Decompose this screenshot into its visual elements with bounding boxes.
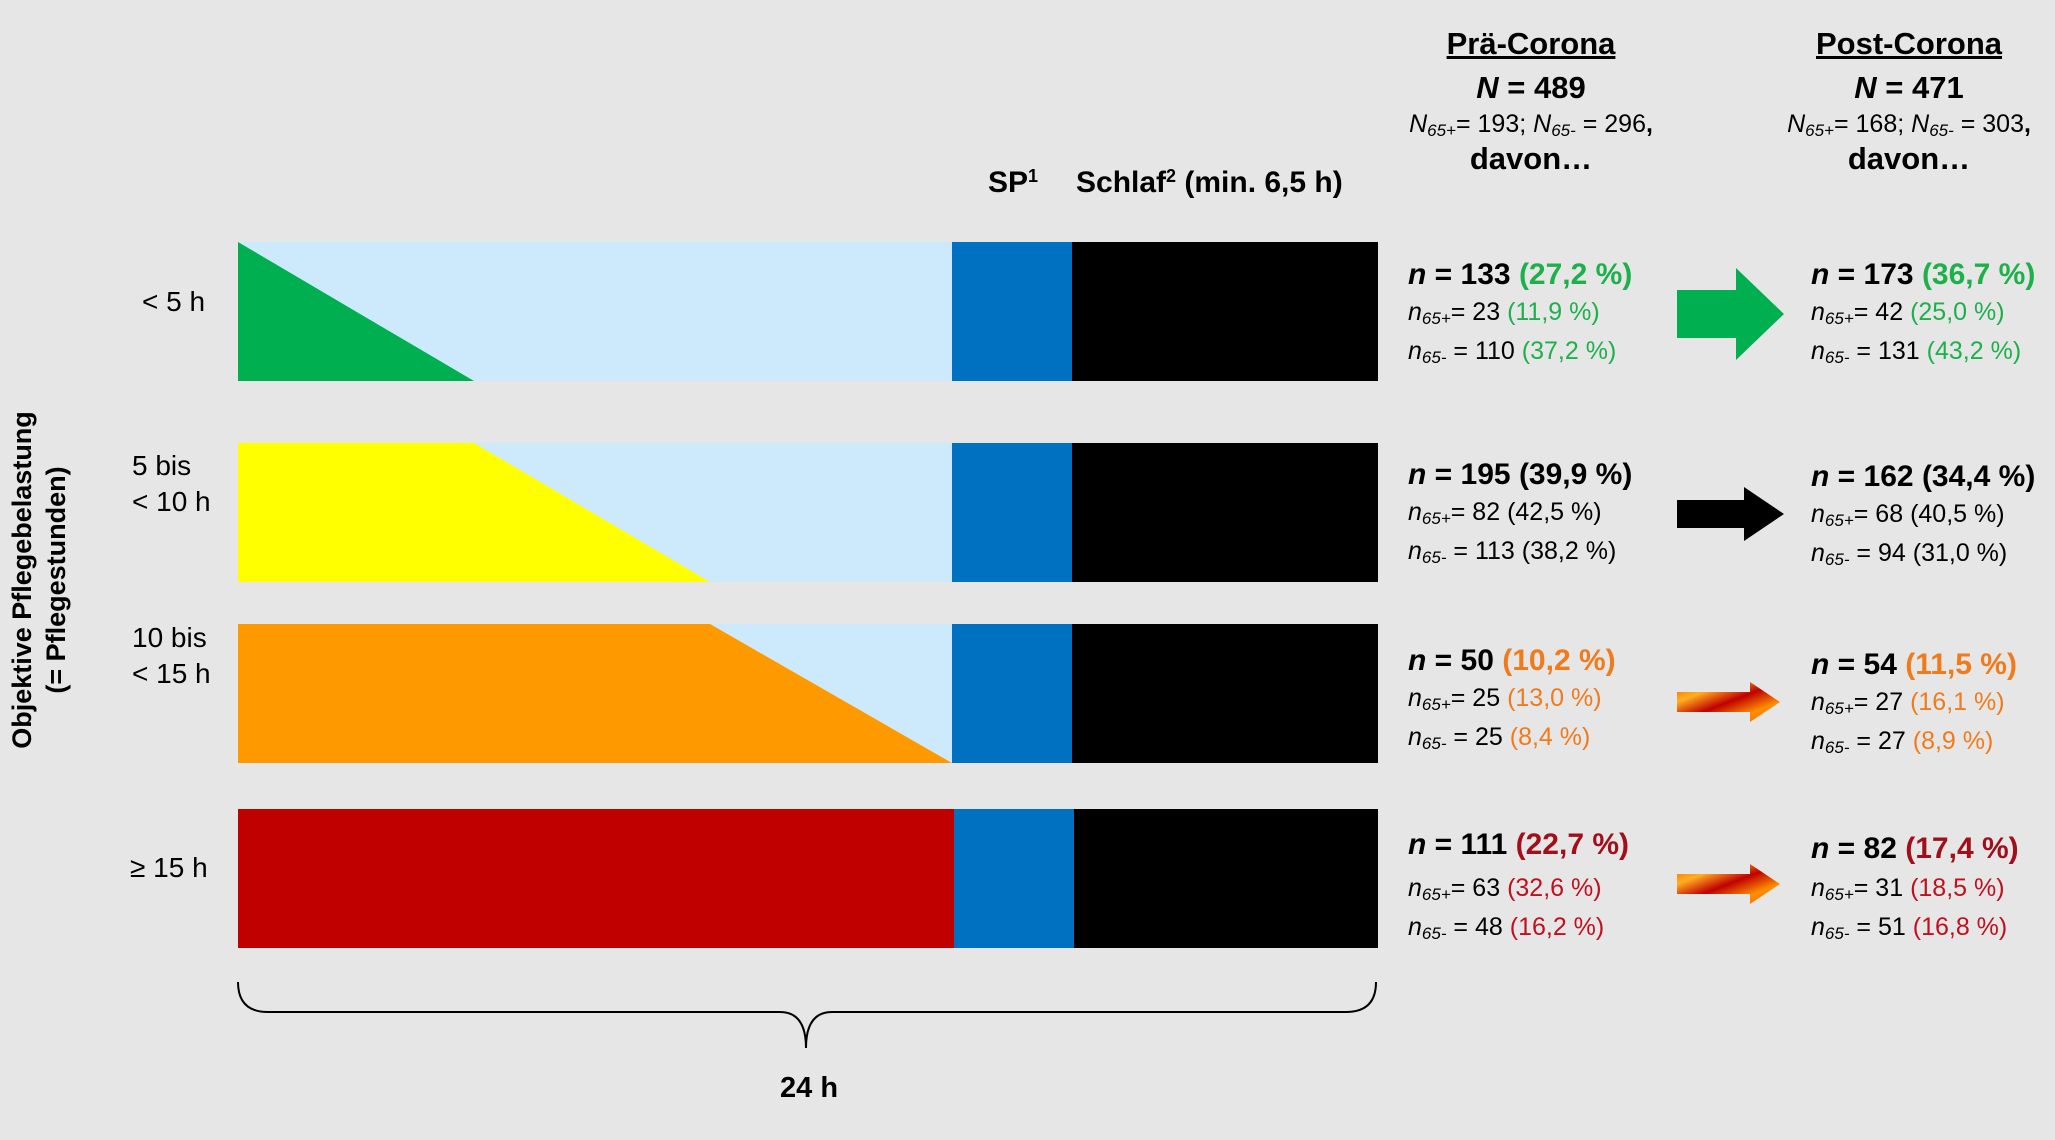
sp-segment [954, 809, 1074, 948]
post-corona-davon: davon… [1847, 141, 1971, 176]
trend-arrow-up-green [1677, 268, 1784, 360]
post-stats-row-2: n = 162 (34,4 %) n65+= 68 (40,5 %) n65- … [1811, 460, 2036, 569]
post-corona-title: Post-Corona [1816, 26, 2002, 61]
bar-row-4 [238, 809, 1378, 948]
pre-corona-total: N = 489 [1476, 70, 1586, 105]
pre-corona-davon: davon… [1469, 141, 1593, 176]
row-label-2: 5 bis < 10 h [132, 450, 211, 517]
pre-stats-row-4: n = 111 (22,7 %) n65+= 63 (32,6 %) n65- … [1408, 828, 1630, 943]
bar-row-3 [238, 624, 1378, 763]
trend-arrow-gradient [1677, 864, 1780, 904]
sleep-segment [1072, 242, 1378, 381]
care-load-shape-red [238, 809, 954, 948]
sp-segment [952, 242, 1072, 381]
sp-segment [952, 443, 1072, 582]
sleep-segment [1074, 809, 1378, 948]
row-label-4: ≥ 15 h [130, 852, 208, 883]
x-axis-label: 24 h [780, 1072, 839, 1104]
row-label-3: 10 bis < 15 h [132, 622, 211, 689]
bar-row-2 [238, 443, 1378, 582]
pre-stats-row-1: n = 133 (27,2 %) n65+= 23 (11,9 %) n65- … [1408, 258, 1633, 367]
post-stats-row-1: n = 173 (36,7 %) n65+= 42 (25,0 %) n65- … [1811, 258, 2036, 367]
row-label-1: < 5 h [142, 286, 206, 317]
pre-corona-title: Prä-Corona [1446, 26, 1616, 61]
post-stats-row-4: n = 82 (17,4 %) n65+= 31 (18,5 %) n65- =… [1811, 832, 2019, 943]
pre-corona-header: Prä-Corona N = 489 N65+= 193; N65- = 296… [1366, 26, 1696, 177]
sp-header: SP1 [988, 166, 1039, 199]
post-corona-header: Post-Corona N = 471 N65+= 168; N65- = 30… [1744, 26, 2055, 177]
sp-segment [952, 624, 1072, 763]
care-load-shape-orange [238, 624, 952, 763]
schlaf-header: Schlaf2 (min. 6,5 h) [1076, 166, 1343, 199]
sleep-segment [1072, 443, 1378, 582]
trend-arrow-gradient [1677, 682, 1780, 722]
care-load-shape-yellow [238, 443, 710, 582]
care-load-shape-green [238, 242, 474, 381]
trend-arrow-right-black [1677, 487, 1784, 541]
sleep-segment [1072, 624, 1378, 763]
pre-stats-row-3: n = 50 (10,2 %) n65+= 25 (13,0 %) n65- =… [1408, 644, 1616, 753]
post-corona-subgroups: N65+= 168; N65- = 303, [1787, 110, 2031, 140]
pre-stats-row-2: n = 195 (39,9 %) n65+= 82 (42,5 %) n65- … [1408, 458, 1633, 567]
bar-row-1 [238, 242, 1378, 381]
pre-corona-subgroups: N65+= 193; N65- = 296, [1409, 110, 1653, 140]
post-stats-row-3: n = 54 (11,5 %) n65+= 27 (16,1 %) n65- =… [1811, 648, 2017, 757]
post-corona-total: N = 471 [1854, 70, 1964, 105]
24h-brace [237, 981, 1377, 1049]
